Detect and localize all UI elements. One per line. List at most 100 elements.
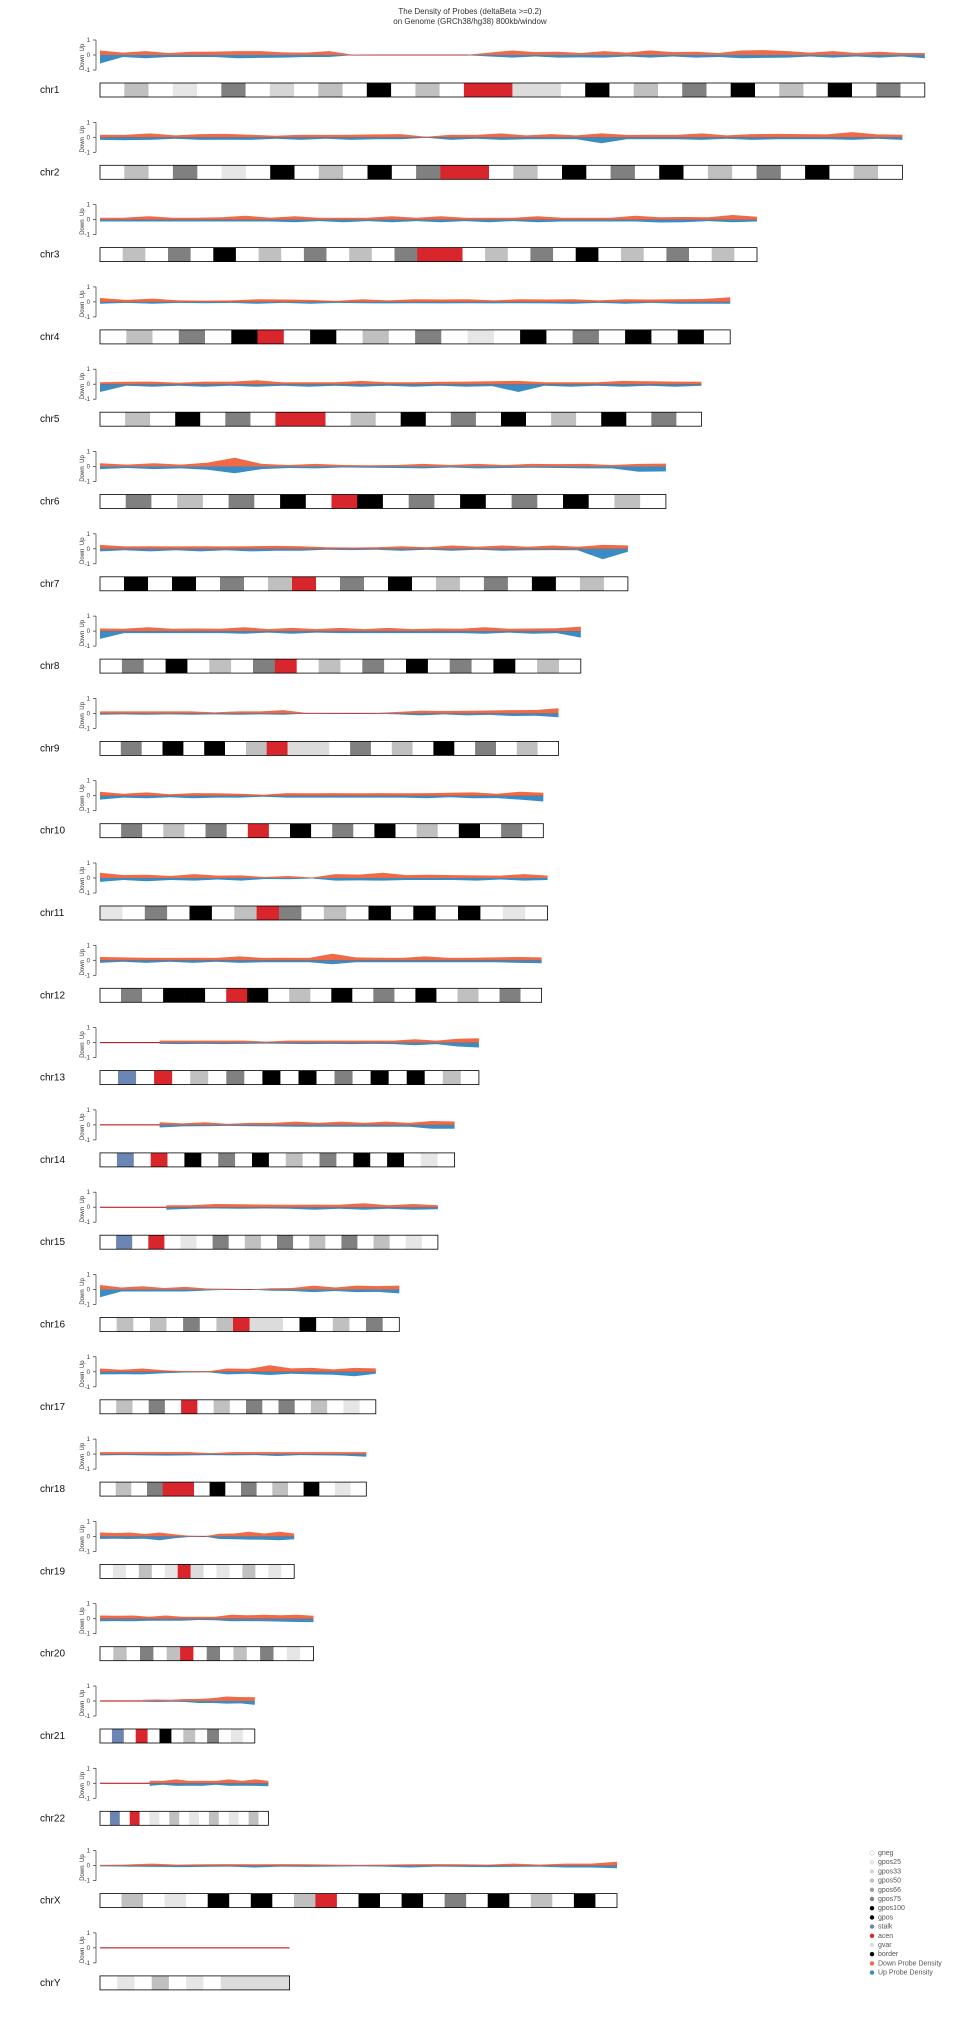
ideogram-band-gpos75: [350, 741, 372, 756]
chromosome-label: chr9: [40, 743, 60, 754]
chromosome-label: chr20: [40, 1649, 65, 1660]
ideogram-band-acen: [233, 1317, 250, 1332]
ideogram-band-gpos75: [205, 823, 227, 838]
y-tick-label: 1: [87, 1684, 91, 1690]
ideogram-band-gneg: [142, 823, 164, 838]
ideogram-band-gneg: [626, 412, 652, 427]
ideogram-band-gpos50: [124, 83, 149, 97]
ideogram-band-gpos100: [303, 1482, 320, 1497]
axis-label-down: Down: [80, 1454, 86, 1469]
ideogram-band-gpos50: [457, 988, 479, 1003]
ideogram-band-gpos50: [248, 1811, 259, 1826]
ideogram-band-gpos25: [343, 1399, 360, 1414]
ideogram-band-gpos75: [140, 1646, 154, 1661]
ideogram-band-gpos100: [575, 247, 599, 262]
axis-label-up: Up: [80, 1195, 86, 1203]
ideogram-band-gneg: [141, 741, 163, 756]
chromosome-label: chr7: [40, 579, 60, 590]
axis-label-up: Up: [80, 701, 86, 709]
axis-label-down: Down: [80, 137, 86, 152]
ideogram-band-gneg: [319, 1482, 336, 1497]
y-tick-label: -1: [85, 891, 91, 897]
ideogram-band-gneg: [480, 823, 502, 838]
ideogram-band-gneg: [424, 1070, 443, 1085]
y-tick-label: 1: [87, 1108, 91, 1114]
ideogram-band-gneg: [336, 1893, 359, 1908]
ideogram-band-gpos25: [117, 1975, 135, 1990]
ideogram-band-gpos100: [353, 1152, 371, 1167]
axis-label-up: Up: [80, 1113, 86, 1121]
y-tick-label: 1: [87, 1190, 91, 1196]
ideogram-band-gneg: [515, 659, 538, 674]
ideogram-border: [99, 494, 667, 509]
ideogram-band-gneg: [100, 165, 125, 180]
ideogram-band-gpos75: [610, 165, 636, 180]
ideogram-band-gneg: [509, 1893, 532, 1908]
ideogram-band-gneg: [352, 1070, 371, 1085]
ideogram-band-gneg: [382, 1317, 400, 1332]
ideogram-band-gneg: [273, 1646, 288, 1661]
ideogram-band-gneg: [478, 988, 500, 1003]
ideogram-band-gneg: [412, 576, 437, 591]
ideogram-band-gpos75: [147, 1482, 163, 1497]
ideogram-band-gvar: [287, 741, 309, 756]
ideogram-band-gpos75: [340, 576, 365, 591]
ideogram-band-gpos50: [245, 741, 267, 756]
axis-label-down: Down: [80, 219, 86, 234]
y-tick-label: 1: [87, 861, 91, 867]
chromosome-label: chr11: [40, 908, 65, 919]
ideogram-border: [99, 1070, 480, 1085]
ideogram-band-gneg: [900, 83, 926, 97]
ideogram-band-gpos75: [408, 494, 435, 509]
ideogram-band-acen: [275, 412, 301, 427]
ideogram-border: [99, 576, 629, 592]
legend-label: gvar: [878, 1942, 892, 1949]
y-tick-label: -1: [85, 397, 91, 403]
ideogram-band-gpos75: [334, 1070, 353, 1085]
y-tick-label: -1: [85, 809, 91, 815]
up-probe-density-area: [100, 219, 757, 223]
ideogram-band-gneg: [370, 1152, 388, 1167]
axis-label-down: Down: [80, 384, 86, 399]
ideogram-band-gpos50: [233, 1646, 247, 1661]
legend-swatch: [869, 1906, 875, 1911]
ideogram-band-gpos50: [151, 1975, 170, 1990]
ideogram-band-gneg: [100, 412, 126, 427]
ideogram-band-gpos75: [499, 988, 521, 1003]
ideogram-band-gneg: [435, 906, 459, 920]
axis-label-up: Up: [80, 455, 86, 463]
ideogram-band-gneg: [634, 165, 660, 180]
chromosome-label: chr4: [40, 332, 60, 343]
ideogram-band-gneg: [122, 906, 146, 920]
ideogram-band-gneg: [153, 1646, 167, 1661]
ideogram-band-gneg: [651, 329, 678, 344]
ideogram-band-gpos100: [370, 1070, 389, 1085]
ideogram-band-gpos25: [189, 1811, 200, 1826]
ideogram-band-gneg: [193, 1646, 207, 1661]
ideogram-band-gneg: [643, 247, 667, 262]
ideogram-border: [99, 1810, 269, 1826]
ideogram-band-gneg: [436, 988, 458, 1003]
y-tick-label: -1: [85, 150, 91, 156]
ideogram-band-gvar: [512, 83, 537, 97]
ideogram-band-gneg: [100, 1729, 113, 1743]
ideogram-band-gneg: [390, 906, 414, 920]
ideogram-band-gneg: [166, 1317, 184, 1332]
ideogram-band-gneg: [537, 165, 563, 180]
chromosome-chr22: 1 0 -1 Up Down chr22: [40, 1766, 269, 1826]
ideogram-band-gneg: [196, 1235, 213, 1250]
ideogram-band-gneg: [167, 906, 190, 920]
ideogram-band-gneg: [100, 83, 125, 97]
ideogram-band-gpos75: [416, 165, 441, 180]
axis-label-down: Down: [80, 1783, 86, 1798]
ideogram-band-acen: [154, 1070, 173, 1085]
ideogram-band-gneg: [134, 1975, 152, 1990]
ideogram-band-gneg: [371, 247, 395, 262]
ideogram-band-gneg: [179, 1811, 190, 1826]
ideogram-band-gneg: [555, 576, 581, 591]
ideogram-band-gpos100: [172, 576, 197, 591]
legend-label: gpos66: [878, 1887, 901, 1894]
ideogram-band-gneg: [394, 988, 416, 1003]
ideogram-band-gpos100: [204, 741, 226, 756]
ideogram-band-gneg: [201, 1152, 219, 1167]
